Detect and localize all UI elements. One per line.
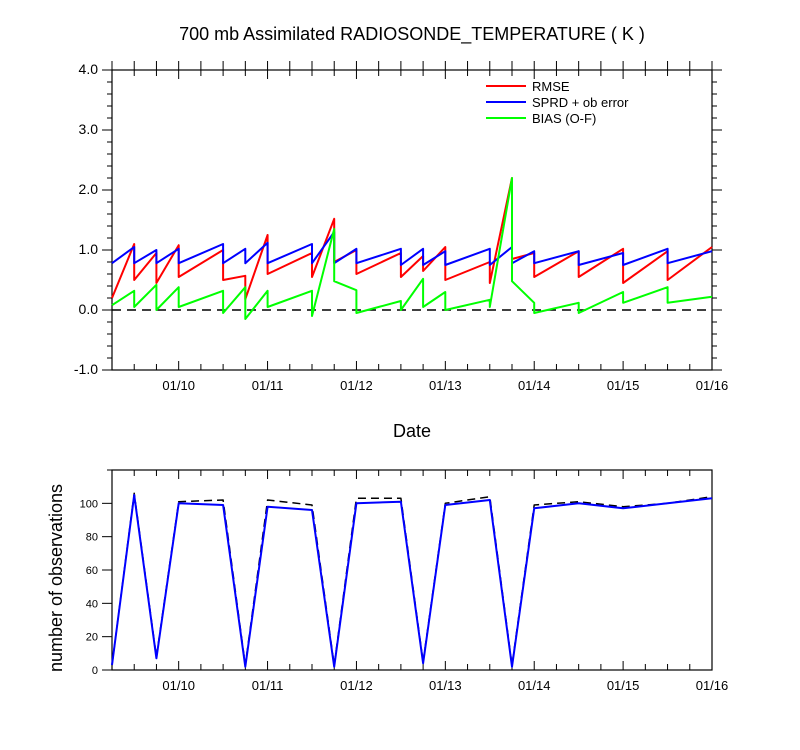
legend-label: BIAS (O-F) [532, 111, 596, 126]
top-chart: 01/10 01/11 01/12 01/13 01/14 01/15 01/16 -1.0 0… [74, 61, 728, 393]
x-tick-label: 01/13 [429, 678, 462, 693]
y-axis-label-bottom: number of observations [46, 484, 66, 672]
y-tick-label: 20 [86, 632, 98, 644]
series-line-assimilated [111, 494, 713, 668]
x-tick-label: 01/10 [162, 678, 195, 693]
y-tick-label: 80 [86, 532, 98, 544]
x-tick-label: 01/11 [252, 378, 284, 393]
legend-label: SPRD + ob error [532, 95, 629, 110]
x-tick-label: 01/13 [429, 378, 462, 393]
plot-frame [111, 469, 713, 671]
y-tick-label: 1.0 [79, 241, 99, 257]
x-tick-label: 01/12 [340, 378, 373, 393]
x-tick-label: 01/11 [252, 678, 284, 693]
series-line-total [111, 492, 713, 666]
series-line-rmse [111, 177, 713, 301]
chart-title: 700 mb Assimilated RADIOSONDE_TEMPERATUR… [179, 24, 645, 45]
y-tick-label: -1.0 [74, 361, 98, 377]
y-tick-label: 40 [86, 598, 98, 610]
series-line-bias-o-f [111, 177, 713, 320]
y-tick-label: 60 [86, 565, 98, 577]
x-tick-label: 01/15 [607, 378, 640, 393]
y-tick-label: 100 [80, 498, 98, 510]
x-tick-label: 01/16 [696, 678, 729, 693]
plot-frame [111, 69, 713, 371]
legend-label: RMSE [532, 79, 570, 94]
y-tick-label: 4.0 [79, 61, 99, 77]
bottom-chart: 01/10 01/11 01/12 01/13 01/14 01/15 01/16 0 20 40… [80, 469, 729, 693]
x-tick-label: 01/14 [518, 378, 551, 393]
series-line-sprd-ob-error [111, 231, 713, 266]
y-tick-label: 0.0 [79, 301, 99, 317]
x-tick-label: 01/10 [162, 378, 195, 393]
x-tick-label: 01/15 [607, 678, 640, 693]
y-tick-label: 3.0 [79, 121, 99, 137]
x-tick-label: 01/12 [340, 678, 373, 693]
y-tick-label: 0 [92, 665, 98, 677]
x-tick-label: 01/16 [696, 378, 729, 393]
y-tick-label: 2.0 [79, 181, 99, 197]
x-axis-label: Date [393, 421, 431, 441]
x-tick-label: 01/14 [518, 678, 551, 693]
